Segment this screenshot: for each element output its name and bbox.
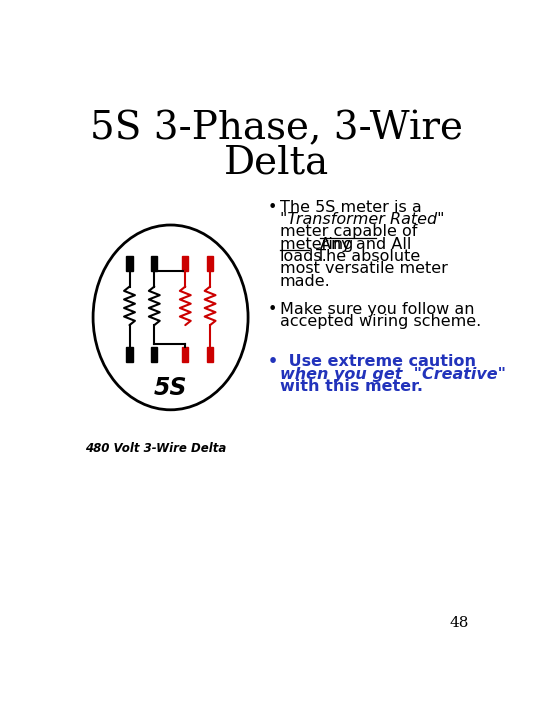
Text: 5S: 5S [154, 377, 187, 400]
Text: •: • [267, 199, 277, 215]
Text: accepted wiring scheme.: accepted wiring scheme. [280, 315, 481, 329]
Bar [207, 256, 213, 271]
Text: Use extreme caution: Use extreme caution [283, 354, 476, 369]
Text: The 5S meter is a: The 5S meter is a [280, 199, 422, 215]
Bar [182, 256, 188, 271]
Bar [151, 346, 157, 362]
Text: 48: 48 [450, 616, 469, 630]
Text: •: • [267, 302, 277, 317]
Text: 480 Volt 3-Wire Delta: 480 Volt 3-Wire Delta [85, 442, 226, 455]
Bar [126, 346, 133, 362]
Text: most versatile meter: most versatile meter [280, 261, 448, 276]
Bar [151, 256, 157, 271]
Text: Any and All: Any and All [320, 237, 411, 251]
Text: made.: made. [280, 274, 330, 289]
Text: with this meter.: with this meter. [280, 379, 423, 394]
Text: metering: metering [280, 237, 359, 251]
Text: •: • [267, 354, 278, 369]
Bar [182, 346, 188, 362]
Text: loads.: loads. [280, 249, 328, 264]
Text: 5S 3-Phase, 3-Wire: 5S 3-Phase, 3-Wire [90, 110, 463, 148]
Text: Delta: Delta [224, 145, 329, 182]
Text: Make sure you follow an: Make sure you follow an [280, 302, 474, 317]
Text: when you get  "Creative": when you get "Creative" [280, 366, 506, 382]
Text: meter capable of: meter capable of [280, 224, 417, 239]
Bar [207, 346, 213, 362]
Text: "Transformer Rated": "Transformer Rated" [280, 212, 444, 227]
Bar [126, 256, 133, 271]
Text: The absolute: The absolute [311, 249, 420, 264]
